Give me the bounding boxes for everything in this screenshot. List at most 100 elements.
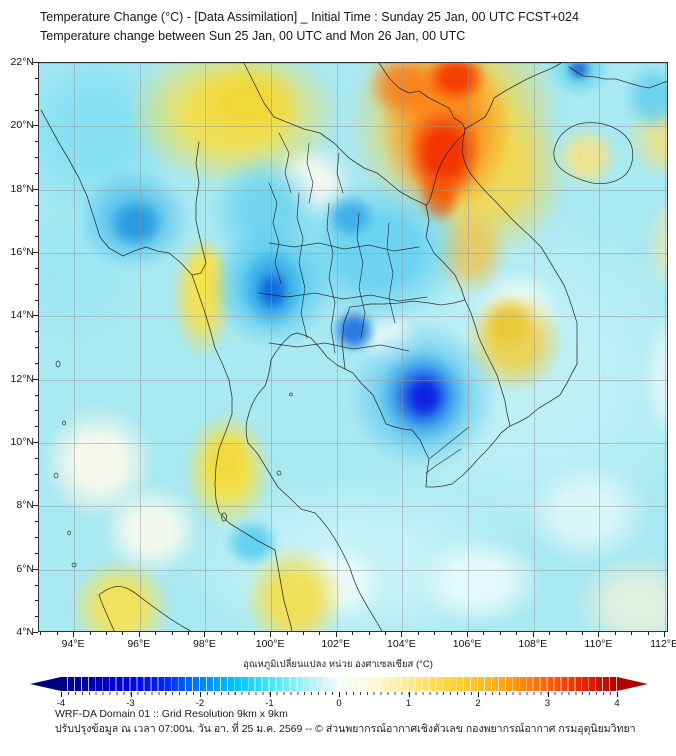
lat-minor-tick	[35, 267, 38, 269]
coastline-sumatra	[98, 586, 192, 631]
lon-minor-tick	[434, 632, 436, 635]
lat-minor-tick	[35, 299, 38, 301]
lon-minor-tick	[286, 632, 288, 635]
lat-minor-tick	[35, 236, 38, 238]
lat-minor-tick	[35, 204, 38, 206]
lon-minor-tick	[40, 632, 42, 635]
lon-minor-tick	[614, 632, 616, 635]
lat-tick-mark	[33, 252, 38, 253]
lat-tick-mark	[33, 442, 38, 443]
lon-tick-mark	[532, 632, 534, 637]
map-outer: 22°N 20°N 18°N 16°N 14°N 12°N 10°N 8°N 6°N 4°N 94°…	[11, 56, 676, 650]
gridline-vertical	[665, 63, 667, 631]
lat-tick-label: 16°N	[10, 246, 34, 258]
lon-tick-label: 100°E	[255, 638, 285, 650]
gridline-horizontal	[39, 569, 667, 571]
anomaly-blob	[405, 376, 444, 418]
coastline-borders	[40, 63, 667, 631]
lat-minor-tick	[35, 521, 38, 523]
colorbar-title: อุณหภูมิเปลี่ยนแปลง หน่วย องศาเซลเซียส (…	[243, 659, 433, 670]
lon-minor-tick	[368, 632, 370, 635]
lat-tick-label: 14°N	[10, 309, 34, 322]
lon-minor-tick	[220, 632, 222, 635]
lat-minor-tick	[35, 473, 38, 475]
lat-tick-mark	[33, 505, 38, 507]
coastline-gulf-vietnam	[245, 63, 578, 631]
lon-minor-tick	[319, 632, 321, 635]
lat-minor-tick	[35, 362, 38, 364]
lon-tick-label: 104°E	[387, 638, 416, 650]
lat-tick-label: 6°N	[16, 562, 34, 575]
lat-minor-tick	[35, 552, 38, 554]
lon-minor-tick	[89, 632, 91, 635]
small-islands	[53, 360, 293, 568]
gridline-vertical	[402, 63, 404, 631]
lat-minor-tick	[35, 77, 38, 79]
lat-minor-tick	[35, 584, 38, 586]
anomaly-blob	[622, 63, 667, 132]
colorbar-major-tick	[61, 692, 62, 697]
lon-minor-tick	[155, 632, 157, 635]
lon-minor-tick	[56, 632, 58, 635]
anomaly-blob	[417, 536, 543, 628]
border-vietnam-lao	[425, 132, 511, 427]
colorbar-major-tick	[547, 692, 549, 697]
lon-tick-label: 108°E	[518, 638, 548, 650]
lon-minor-tick	[631, 632, 633, 635]
lon-tick-label: 96°E	[127, 638, 151, 650]
colorbar-major-tick	[617, 692, 618, 697]
lat-tick-mark	[33, 188, 38, 190]
footer-block: WRF-DA Domain 01 :: Grid Resolution 9km …	[55, 707, 636, 737]
lon-minor-tick	[549, 632, 551, 635]
colorbar-major-tick	[408, 692, 410, 697]
lon-tick-label: 102°E	[321, 638, 351, 650]
gridline-horizontal	[39, 126, 667, 128]
gridline-horizontal	[39, 253, 667, 254]
lon-tick-mark	[270, 632, 272, 637]
lon-tick-mark	[467, 632, 469, 637]
lat-tick-mark	[33, 632, 38, 633]
gridline-horizontal	[39, 443, 667, 444]
province-borders	[258, 132, 470, 474]
gridline-vertical	[74, 63, 76, 631]
lon-minor-tick	[565, 632, 567, 635]
lon-tick-mark	[598, 632, 600, 637]
lon-tick-label: 98°E	[192, 638, 216, 650]
lat-tick-mark	[33, 62, 38, 63]
lon-tick-mark	[401, 632, 403, 637]
lon-minor-tick	[417, 632, 419, 635]
map-subtitle: Temperature change between Sun 25 Jan, 0…	[40, 29, 466, 43]
lon-minor-tick	[105, 632, 107, 635]
map-plot	[38, 62, 668, 632]
colorbar-tick-label: 0	[336, 698, 342, 709]
island-hainan	[553, 122, 634, 184]
gridline-horizontal	[39, 189, 667, 191]
gridline-vertical	[599, 63, 601, 631]
gridline-vertical	[139, 63, 141, 631]
lat-tick-label: 22°N	[10, 56, 34, 68]
lon-minor-tick	[122, 632, 124, 635]
lat-tick-label: 20°N	[10, 119, 34, 132]
colorbar-tick-label: -3	[126, 698, 135, 709]
gridline-vertical	[533, 63, 535, 631]
lat-minor-tick	[35, 109, 38, 111]
colorbar-tick-label: 1	[405, 698, 412, 709]
colorbar-major-tick	[200, 692, 201, 697]
gridline-horizontal	[39, 316, 667, 318]
colorbar-major-tick	[130, 692, 132, 697]
lon-tick-mark	[73, 632, 75, 637]
lon-tick-label: 112°E	[650, 638, 676, 650]
anomaly-blob	[643, 188, 667, 303]
colorbar-tick-label: -4	[56, 698, 66, 709]
lat-tick-label: 4°N	[16, 626, 34, 638]
border-mekong-lao	[273, 116, 466, 370]
lon-tick-mark	[204, 632, 206, 637]
lat-minor-tick	[35, 93, 38, 95]
anomaly-blob	[643, 308, 667, 445]
lat-tick-label: 18°N	[10, 182, 34, 195]
coastline-west	[40, 109, 293, 631]
lon-minor-tick	[516, 632, 518, 635]
lat-tick-mark	[33, 378, 38, 380]
lat-minor-tick	[35, 157, 38, 158]
